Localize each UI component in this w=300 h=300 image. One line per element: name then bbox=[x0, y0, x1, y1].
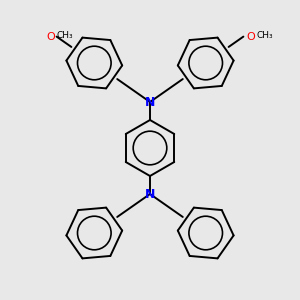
Text: CH₃: CH₃ bbox=[56, 31, 73, 40]
Text: CH₃: CH₃ bbox=[256, 31, 273, 40]
Text: N: N bbox=[145, 188, 155, 200]
Text: O: O bbox=[246, 32, 255, 42]
Text: O: O bbox=[46, 32, 55, 42]
Text: N: N bbox=[145, 95, 155, 109]
